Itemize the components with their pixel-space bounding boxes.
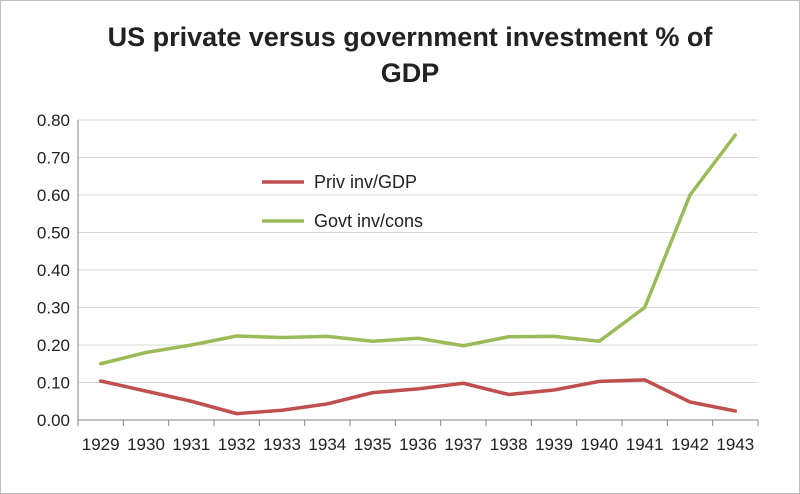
y-tick-label: 0.00 xyxy=(37,411,70,430)
x-tick-label: 1932 xyxy=(218,435,256,454)
x-tick-label: 1934 xyxy=(308,435,346,454)
x-tick-label: 1931 xyxy=(172,435,210,454)
y-tick-label: 0.20 xyxy=(37,336,70,355)
chart-title-line-1: US private versus government investment … xyxy=(107,22,713,52)
y-tick-label: 0.30 xyxy=(37,299,70,318)
x-tick-label: 1930 xyxy=(127,435,165,454)
y-tick-label: 0.70 xyxy=(37,149,70,168)
y-tick-label: 0.10 xyxy=(37,374,70,393)
x-tick-label: 1943 xyxy=(716,435,754,454)
y-tick-label: 0.40 xyxy=(37,261,70,280)
x-tick-label: 1936 xyxy=(399,435,437,454)
x-tick-label: 1939 xyxy=(535,435,573,454)
x-tick-label: 1941 xyxy=(626,435,664,454)
x-tick-label: 1935 xyxy=(354,435,392,454)
x-tick-label: 1938 xyxy=(490,435,528,454)
x-tick-label: 1942 xyxy=(671,435,709,454)
x-tick-label: 1933 xyxy=(263,435,301,454)
series-line-1 xyxy=(98,133,738,366)
series-line-0 xyxy=(98,378,738,416)
y-tick-label: 0.60 xyxy=(37,186,70,205)
legend-label-1: Govt inv/cons xyxy=(314,211,423,231)
x-tick-label: 1940 xyxy=(580,435,618,454)
y-tick-label: 0.50 xyxy=(37,224,70,243)
chart-title-line-2: GDP xyxy=(380,58,440,88)
legend-label-0: Priv inv/GDP xyxy=(314,172,417,192)
x-tick-label: 1929 xyxy=(82,435,120,454)
y-tick-label: 0.80 xyxy=(37,111,70,130)
x-tick-label: 1937 xyxy=(444,435,482,454)
